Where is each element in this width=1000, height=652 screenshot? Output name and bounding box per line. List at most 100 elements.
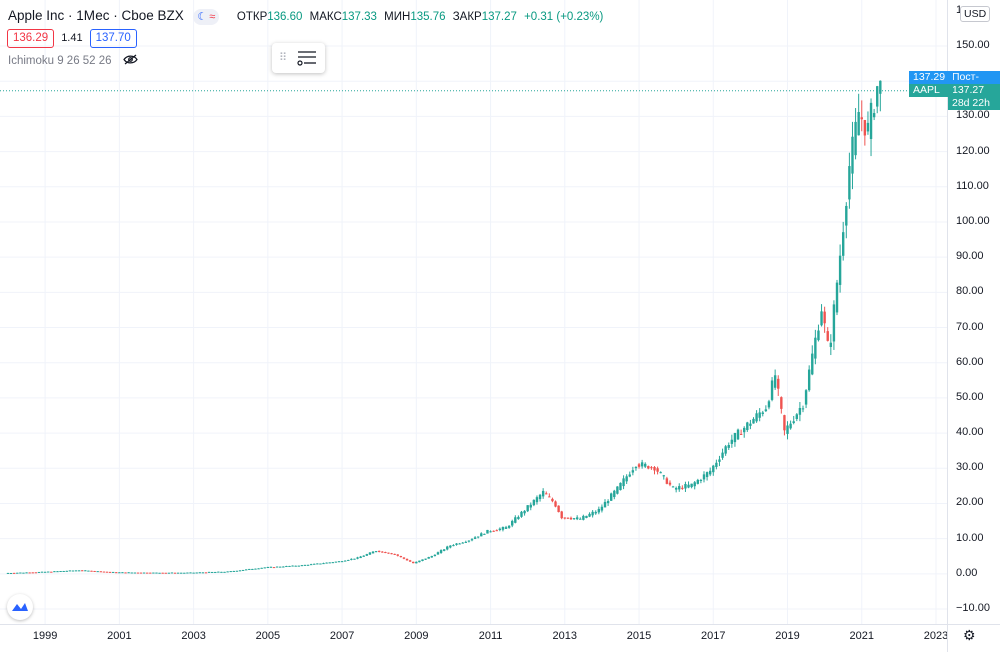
- buy-button[interactable]: 137.70: [89, 29, 137, 48]
- time-axis[interactable]: 1999 2001 2003 2005 2007 2009 2011 2013 2015 2017…: [0, 624, 948, 652]
- candle: [433, 554, 437, 557]
- logo-icon: [12, 603, 28, 611]
- candle: [56, 571, 59, 573]
- candle: [854, 121, 857, 156]
- candle: [758, 412, 761, 418]
- candle: [96, 571, 99, 573]
- candle: [795, 414, 798, 419]
- candle: [702, 474, 706, 480]
- object-tree-icon[interactable]: [296, 49, 318, 67]
- candle: [851, 136, 854, 174]
- session-pill[interactable]: ☾ ≈: [193, 8, 220, 25]
- candle: [374, 551, 378, 553]
- candle: [579, 518, 582, 520]
- eye-hidden-icon[interactable]: [123, 54, 138, 68]
- candle: [668, 482, 672, 485]
- close-value: 137.27: [481, 11, 517, 23]
- candle: [260, 567, 263, 569]
- spread-value: 1.41: [61, 32, 83, 44]
- candle: [210, 571, 214, 573]
- candle: [832, 304, 836, 342]
- candle: [142, 572, 146, 574]
- candle: [687, 484, 690, 488]
- candle: [705, 472, 709, 478]
- candle: [59, 571, 62, 573]
- candle: [804, 390, 808, 405]
- candle: [517, 516, 520, 520]
- candle: [489, 531, 492, 533]
- price-label: 40.00: [956, 426, 984, 439]
- candle: [746, 422, 749, 431]
- candle: [368, 552, 372, 555]
- indicator-label: Ichimoku 9 26 52 26: [8, 55, 112, 68]
- candle: [263, 567, 266, 569]
- candle: [585, 515, 588, 518]
- candle: [192, 572, 195, 574]
- high-value: 137.33: [341, 11, 377, 23]
- candle: [486, 529, 489, 534]
- candle: [396, 554, 399, 556]
- candle: [461, 542, 464, 544]
- candle: [50, 571, 53, 573]
- indicator-legend[interactable]: Ichimoku 9 26 52 26: [8, 54, 138, 68]
- candle: [241, 569, 245, 571]
- chart-area[interactable]: Apple Inc · 1Мес · Cboe BZX ☾ ≈ ОТКР136.6…: [0, 0, 947, 624]
- price-label: 0.00: [956, 566, 978, 579]
- candle: [235, 570, 239, 572]
- candle: [526, 505, 529, 512]
- candle: [545, 493, 548, 495]
- candle: [65, 570, 68, 572]
- candle: [492, 530, 495, 532]
- candle: [350, 558, 353, 560]
- price-label: 60.00: [956, 355, 984, 368]
- candle: [272, 567, 276, 569]
- price-axis[interactable]: 1 150.00140.00130.00120.00110.00100.0090…: [947, 0, 1000, 624]
- sell-button[interactable]: 136.29: [7, 29, 55, 48]
- candle: [665, 478, 669, 484]
- currency-button[interactable]: USD: [960, 6, 991, 22]
- candle: [538, 494, 542, 500]
- gear-icon[interactable]: ⚙: [963, 627, 976, 643]
- candle: [238, 570, 242, 572]
- candle: [480, 533, 483, 537]
- symbol-title[interactable]: Apple Inc · 1Мес · Cboe BZX: [8, 8, 184, 23]
- drag-handle-icon[interactable]: ⠿: [279, 52, 287, 64]
- candle: [77, 570, 81, 572]
- candle: [381, 551, 384, 553]
- candle: [155, 572, 158, 574]
- candle: [640, 462, 644, 467]
- candle: [842, 232, 845, 256]
- candle: [291, 565, 294, 567]
- candle: [254, 568, 257, 570]
- candle: [739, 433, 743, 435]
- candle: [755, 413, 758, 422]
- floating-toolbar[interactable]: ⠿: [272, 43, 325, 73]
- symbol-tag: AAPL: [909, 84, 953, 97]
- candle: [306, 564, 310, 566]
- candle: [319, 563, 322, 565]
- candle: [644, 463, 647, 467]
- candle: [384, 552, 387, 554]
- candle: [495, 530, 498, 532]
- candle: [560, 511, 563, 519]
- candle: [801, 408, 805, 410]
- candle: [613, 490, 616, 498]
- candle: [671, 486, 675, 488]
- settings-corner: [947, 624, 1000, 652]
- candle: [872, 113, 876, 118]
- candle: [845, 205, 848, 226]
- candle: [378, 550, 381, 552]
- candle: [523, 510, 526, 514]
- candle: [189, 572, 192, 574]
- candle: [767, 401, 771, 408]
- candle: [625, 476, 628, 482]
- price-chart[interactable]: [0, 0, 947, 624]
- candle: [879, 80, 882, 94]
- candle: [473, 537, 477, 539]
- candle: [631, 470, 635, 473]
- open-value: 136.60: [267, 11, 303, 23]
- candle: [146, 572, 149, 574]
- candle: [121, 572, 124, 574]
- tradingview-logo[interactable]: [7, 594, 33, 620]
- candle: [721, 452, 724, 458]
